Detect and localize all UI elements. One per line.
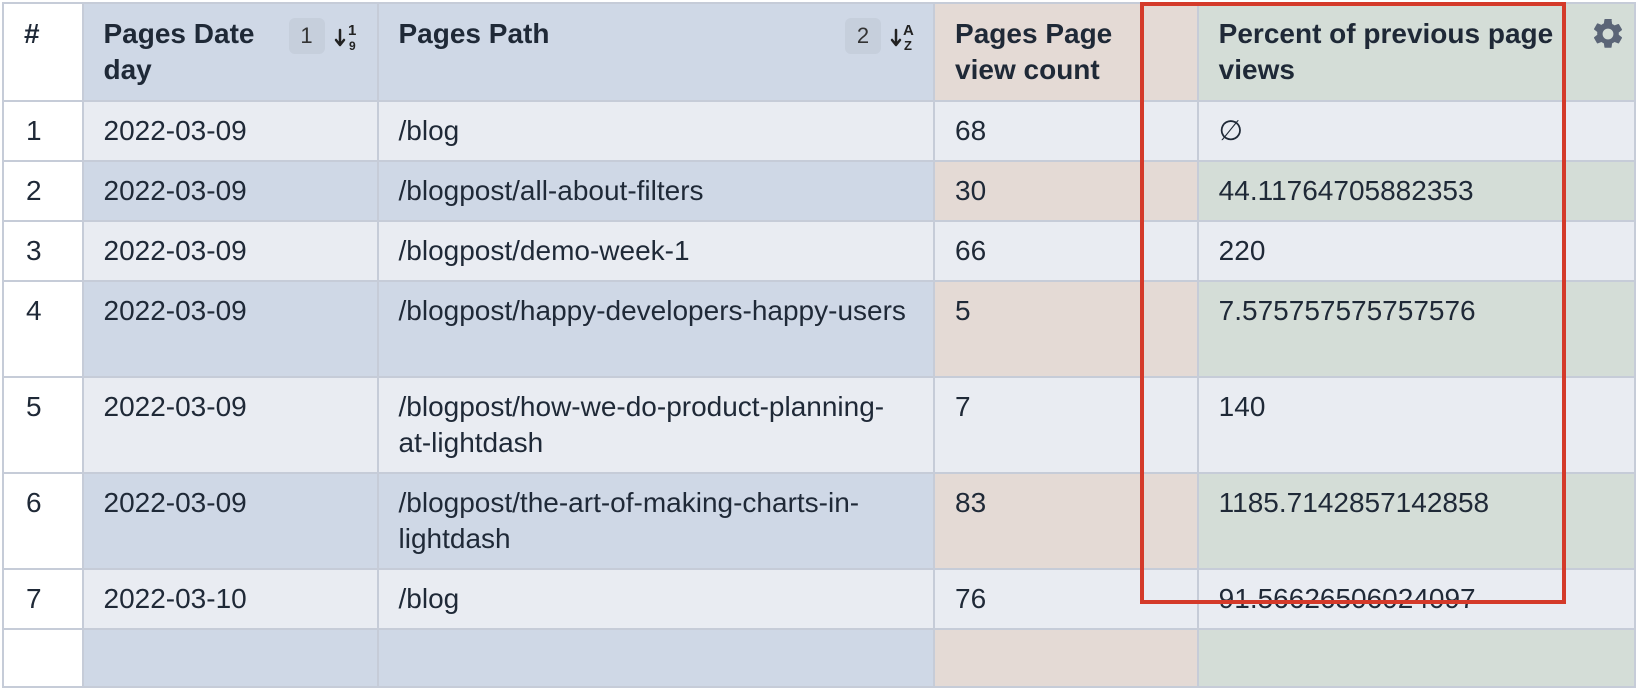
date-cell[interactable]: 2022-03-10: [81, 568, 379, 630]
table-row: 1 2022-03-09 /blog 68 ∅: [2, 100, 1636, 162]
percent-cell[interactable]: 44.11764705882353: [1196, 160, 1636, 222]
column-header-date-day[interactable]: Pages Date day 1 1 9: [81, 2, 379, 102]
table-row: 5 2022-03-09 /blogpost/how-we-do-product…: [2, 376, 1636, 474]
row-number-cell: 3: [2, 220, 84, 282]
path-cell[interactable]: /blogpost/the-art-of-making-charts-in-li…: [376, 472, 936, 570]
gear-icon[interactable]: [1590, 16, 1626, 52]
row-number-cell: 6: [2, 472, 84, 570]
date-cell[interactable]: 2022-03-09: [81, 472, 379, 570]
sort-order-badge: 1: [288, 18, 325, 54]
row-number-cell: 2: [2, 160, 84, 222]
table-row: 7 2022-03-10 /blog 76 91.56626506024097: [2, 568, 1636, 630]
column-header-label: Percent of previous page views: [1218, 18, 1554, 85]
column-header-label: Pages Path: [398, 18, 550, 49]
views-cell[interactable]: 30: [933, 160, 1199, 222]
views-cell[interactable]: 7: [933, 376, 1199, 474]
date-cell[interactable]: 2022-03-09: [81, 160, 379, 222]
path-cell[interactable]: /blogpost/how-we-do-product-planning-at-…: [376, 376, 936, 474]
row-number-header: #: [2, 2, 84, 102]
header-row: # Pages Date day 1 1 9 Pages: [2, 2, 1636, 102]
column-header-path[interactable]: Pages Path 2 A Z: [376, 2, 936, 102]
views-cell[interactable]: [933, 628, 1199, 688]
svg-text:A: A: [903, 22, 914, 39]
percent-cell[interactable]: ∅: [1196, 100, 1636, 162]
path-cell[interactable]: /blogpost/happy-developers-happy-users: [376, 280, 936, 378]
row-number-cell: 7: [2, 568, 84, 630]
views-cell[interactable]: 76: [933, 568, 1199, 630]
sort-order-badge: 2: [845, 18, 882, 54]
views-cell[interactable]: 66: [933, 220, 1199, 282]
percent-cell[interactable]: 91.56626506024097: [1196, 568, 1636, 630]
row-number-cell: 5: [2, 376, 84, 474]
date-cell[interactable]: 2022-03-09: [81, 100, 379, 162]
row-number-cell: 4: [2, 280, 84, 378]
path-cell[interactable]: /blogpost/demo-week-1: [376, 220, 936, 282]
percent-cell[interactable]: 1185.7142857142858: [1196, 472, 1636, 570]
views-cell[interactable]: 83: [933, 472, 1199, 570]
column-header-label: Pages Page view count: [955, 18, 1113, 85]
row-number-cell: [2, 628, 84, 688]
percent-cell[interactable]: [1196, 628, 1636, 688]
table-row: 4 2022-03-09 /blogpost/happy-developers-…: [2, 280, 1636, 378]
path-cell[interactable]: /blogpost/all-about-filters: [376, 160, 936, 222]
sort-control[interactable]: 1 1 9: [288, 18, 361, 54]
percent-cell[interactable]: 220: [1196, 220, 1636, 282]
table-row: [2, 628, 1636, 688]
column-header-percent-previous[interactable]: Percent of previous page views: [1196, 2, 1636, 102]
column-header-page-view-count[interactable]: Pages Page view count: [933, 2, 1199, 102]
percent-cell[interactable]: 140: [1196, 376, 1636, 474]
date-cell[interactable]: [81, 628, 379, 688]
date-cell[interactable]: 2022-03-09: [81, 280, 379, 378]
sort-numeric-asc-icon: 1 9: [334, 22, 356, 53]
table-row: 6 2022-03-09 /blogpost/the-art-of-making…: [2, 472, 1636, 570]
percent-cell[interactable]: 7.575757575757576: [1196, 280, 1636, 378]
row-number-header-label: #: [24, 18, 40, 49]
table-row: 2 2022-03-09 /blogpost/all-about-filters…: [2, 160, 1636, 222]
path-cell[interactable]: [376, 628, 936, 688]
path-cell[interactable]: /blog: [376, 568, 936, 630]
views-cell[interactable]: 5: [933, 280, 1199, 378]
date-cell[interactable]: 2022-03-09: [81, 376, 379, 474]
svg-text:9: 9: [349, 39, 356, 53]
table-row: 3 2022-03-09 /blogpost/demo-week-1 66 22…: [2, 220, 1636, 282]
row-number-cell: 1: [2, 100, 84, 162]
svg-text:1: 1: [348, 22, 356, 39]
sort-alpha-asc-icon: A Z: [890, 22, 914, 53]
path-cell[interactable]: /blog: [376, 100, 936, 162]
svg-text:Z: Z: [904, 38, 912, 53]
column-header-label: Pages Date day: [103, 18, 255, 85]
sort-control[interactable]: 2 A Z: [845, 18, 917, 54]
views-cell[interactable]: 68: [933, 100, 1199, 162]
date-cell[interactable]: 2022-03-09: [81, 220, 379, 282]
